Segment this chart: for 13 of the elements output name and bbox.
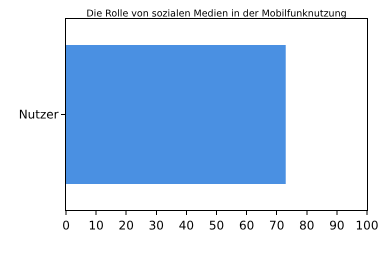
x-tick-label: 10	[88, 218, 104, 232]
x-tick-label: 60	[238, 218, 254, 232]
x-tick-label: 70	[269, 218, 284, 232]
x-tick-label: 90	[329, 218, 345, 232]
x-tick-label: 30	[148, 218, 164, 232]
chart-title: Die Rolle von sozialen Medien in der Mobilfunknutzung	[86, 8, 347, 20]
x-tick-label: 20	[118, 218, 134, 232]
x-tick-label: 50	[208, 218, 224, 232]
x-tick-label: 80	[299, 218, 314, 232]
x-tick-label: 0	[62, 218, 70, 232]
x-tick-label: 40	[178, 218, 194, 232]
x-tick-label: 100	[356, 218, 378, 232]
y-tick-label: Nutzer	[18, 108, 59, 122]
